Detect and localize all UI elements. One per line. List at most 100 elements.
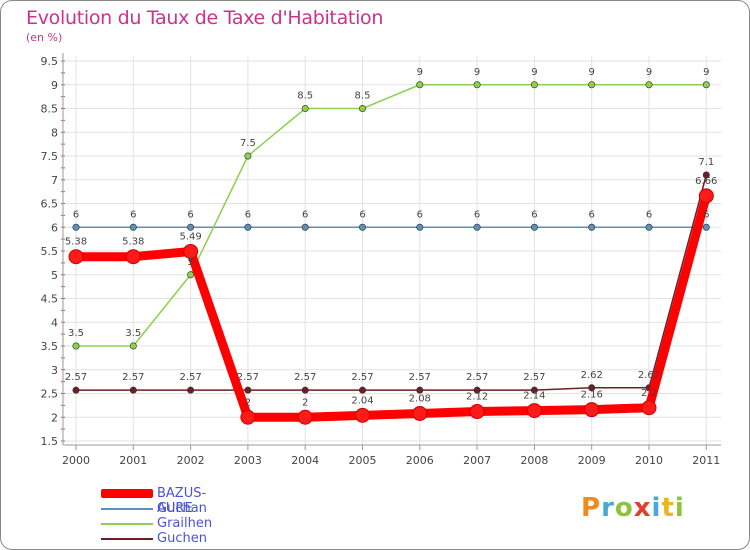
data-point [584,402,600,418]
data-point [530,223,538,231]
data-label: 2.08 [409,393,431,404]
data-point [526,403,542,419]
data-point [72,386,80,394]
y-tick-label: 8 [51,126,58,139]
data-point [187,386,195,394]
data-label: 6 [589,209,595,220]
data-label: 2.57 [237,372,259,383]
y-tick-label: 9.5 [41,55,59,68]
data-point [473,81,481,89]
data-label: 9 [589,67,595,78]
data-point [183,243,199,259]
data-label: 6 [187,209,193,220]
data-label: 2.57 [351,372,373,383]
data-point [355,407,370,423]
data-point [645,81,653,89]
data-point [358,223,366,231]
y-tick-label: 7.5 [41,150,59,163]
x-tick-label: 2005 [349,454,377,467]
x-tick-label: 2006 [406,454,434,467]
x-tick-label: 2001 [119,454,147,467]
y-tick-label: 4.5 [41,293,59,306]
data-label: 9 [474,67,480,78]
data-label: 2.04 [351,395,373,406]
data-point [129,223,137,231]
data-point [301,223,309,231]
x-tick-label: 2009 [578,454,606,467]
data-label: 6 [703,209,709,220]
legend-label: Guchen [157,531,207,546]
data-point [129,342,137,350]
x-tick-label: 2007 [463,454,491,467]
data-label: 3.5 [125,328,141,339]
data-point [473,223,481,231]
x-tick-label: 2002 [177,454,205,467]
data-point [244,223,252,231]
series-line-bazus-aure [71,191,711,422]
data-label: 6 [474,209,480,220]
data-point [645,223,653,231]
data-label: 5.38 [122,237,144,248]
data-point [588,223,596,231]
y-tick-label: 1.5 [41,435,59,448]
data-label: 2.57 [466,372,488,383]
data-label: 2.57 [122,372,144,383]
data-label: 2.14 [523,391,545,402]
data-label: 6 [302,209,308,220]
data-point [641,400,657,416]
legend-swatch [101,508,153,510]
data-label: 6 [359,209,365,220]
data-point [588,384,596,392]
data-point [416,223,424,231]
data-point [702,171,710,179]
y-tick-label: 2.5 [41,388,59,401]
data-label: 2.57 [65,372,87,383]
legend-label: Guchan [157,501,207,516]
data-point [530,386,538,394]
x-tick-label: 2003 [234,454,262,467]
data-labels: 6 6 6 6 6 6 6 6 6 6 6 6 3.5 3.5 5 7.5 8.5 8.5 9 9 9 9 9 9 2.57 2.… [65,67,718,409]
data-point [416,386,424,394]
data-point [240,409,256,425]
data-label: 7.1 [698,157,714,168]
y-tick-label: 6 [51,221,58,234]
data-point [702,223,710,231]
chart-title: Evolution du Taux de Taxe d'Habitation [26,7,384,29]
data-label: 6 [531,209,537,220]
data-label: 3.5 [68,328,84,339]
y-tick-label: 8.5 [41,103,59,116]
data-label: 9 [531,67,537,78]
data-label: 5.38 [65,237,87,248]
data-label: 2 [302,397,308,408]
data-point [187,223,195,231]
y-tick-label: 4 [51,316,58,329]
data-label: 9 [417,67,423,78]
data-point [416,81,424,89]
data-point [412,405,428,421]
x-tick-label: 2004 [291,454,319,467]
data-point [530,81,538,89]
data-point [244,386,252,394]
data-point [72,223,80,231]
proxiti-logo: Proxiti [581,493,685,523]
data-label: 8.5 [355,91,371,102]
data-point [244,152,252,160]
data-label: 2.62 [581,370,603,381]
data-label: 2.57 [409,372,431,383]
x-tick-label: 2000 [62,454,90,467]
data-point [698,188,714,204]
chart-unit: (en %) [26,31,63,44]
y-tick-label: 7 [51,174,58,187]
legend-swatch [101,489,153,498]
y-tick-label: 5.5 [41,245,59,258]
legend-label: BAZUS-AURE [157,486,207,516]
legend-swatch [101,538,153,540]
legend-swatch [101,523,153,525]
data-label: 2 [245,397,251,408]
data-label: 6 [417,209,423,220]
y-tick-label: 6.5 [41,198,59,211]
data-label: 8.5 [297,91,313,102]
data-label: 2.57 [179,372,201,383]
